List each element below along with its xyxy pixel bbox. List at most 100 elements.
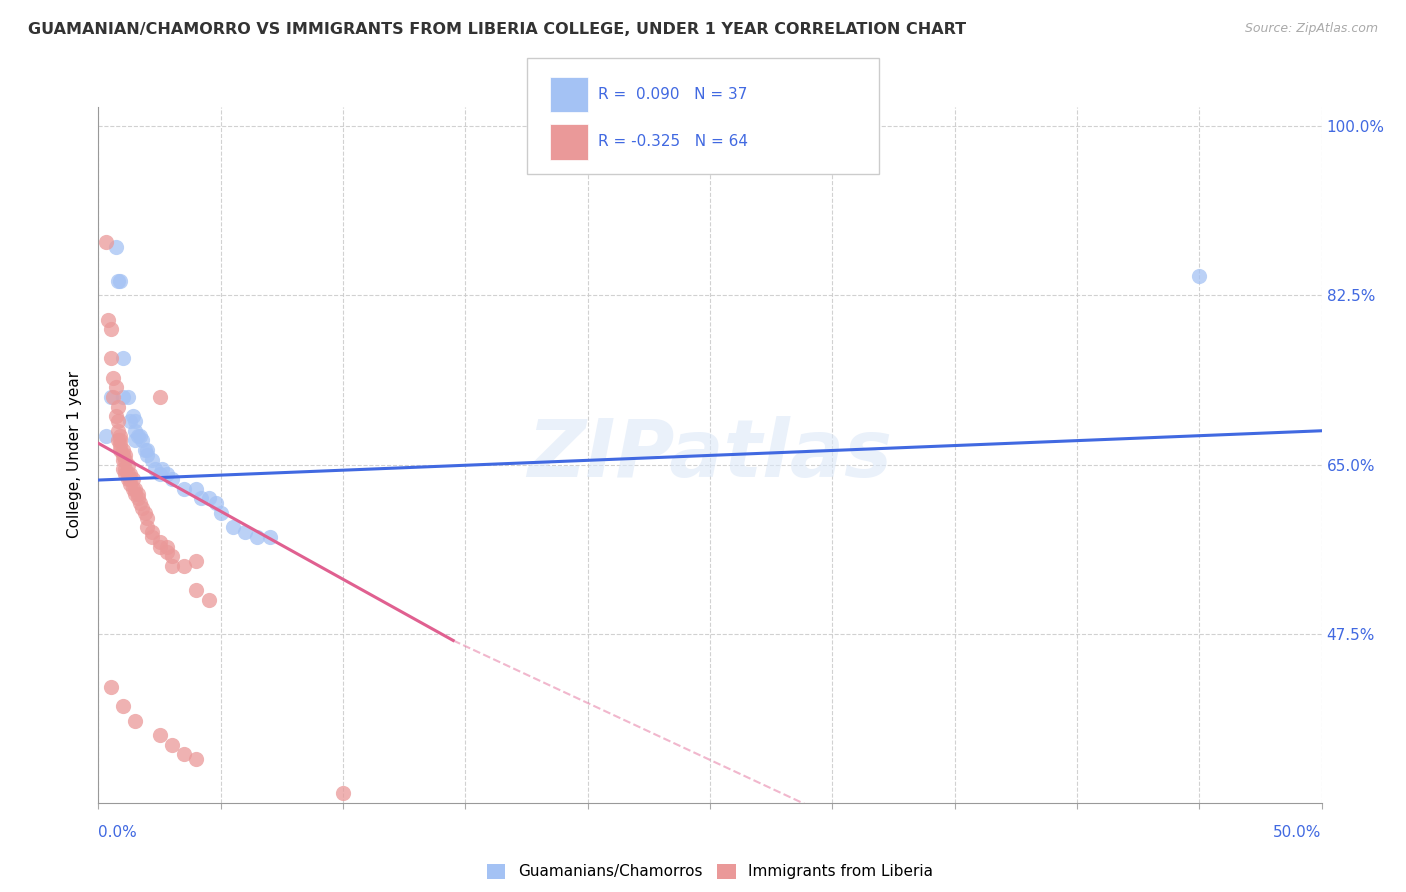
Point bbox=[127, 491, 149, 506]
Point bbox=[127, 486, 149, 500]
Point bbox=[1188, 269, 1211, 284]
Point bbox=[111, 448, 134, 462]
Point bbox=[143, 462, 166, 476]
Y-axis label: College, Under 1 year: College, Under 1 year bbox=[67, 371, 83, 539]
Point bbox=[127, 428, 149, 442]
Point bbox=[124, 714, 146, 728]
Point bbox=[150, 462, 173, 476]
Point bbox=[121, 409, 143, 424]
Point bbox=[149, 535, 172, 549]
Point bbox=[124, 424, 146, 438]
Point bbox=[259, 530, 281, 544]
Point bbox=[134, 443, 156, 458]
Point bbox=[332, 786, 354, 800]
Point bbox=[160, 559, 183, 574]
Point bbox=[101, 370, 124, 384]
Point bbox=[124, 486, 146, 500]
Point bbox=[121, 472, 143, 486]
Point bbox=[246, 530, 269, 544]
Point bbox=[186, 482, 208, 496]
Point bbox=[104, 409, 127, 424]
Point bbox=[124, 414, 146, 428]
Point bbox=[156, 467, 179, 482]
Text: ZIPatlas: ZIPatlas bbox=[527, 416, 893, 494]
Point bbox=[156, 540, 179, 554]
Point bbox=[111, 452, 134, 467]
Point bbox=[149, 540, 172, 554]
Point bbox=[114, 467, 136, 482]
Point bbox=[110, 434, 132, 448]
Point bbox=[149, 390, 172, 404]
Text: R = -0.325   N = 64: R = -0.325 N = 64 bbox=[598, 135, 748, 149]
Point bbox=[114, 448, 136, 462]
Point bbox=[129, 496, 152, 510]
Text: R =  0.090   N = 37: R = 0.090 N = 37 bbox=[598, 87, 747, 102]
Point bbox=[111, 443, 134, 458]
Text: Source: ZipAtlas.com: Source: ZipAtlas.com bbox=[1244, 22, 1378, 36]
Point bbox=[131, 501, 153, 516]
Point bbox=[94, 235, 117, 250]
Point bbox=[107, 434, 129, 448]
Point bbox=[134, 506, 156, 520]
Point bbox=[110, 443, 132, 458]
Point bbox=[141, 452, 163, 467]
Point bbox=[120, 414, 142, 428]
Point bbox=[111, 351, 134, 366]
Point bbox=[107, 274, 129, 288]
Point bbox=[197, 592, 219, 607]
Point bbox=[141, 525, 163, 540]
Text: 50.0%: 50.0% bbox=[1274, 825, 1322, 840]
Point bbox=[110, 428, 132, 442]
Point bbox=[209, 506, 232, 520]
Point bbox=[197, 491, 219, 506]
Point bbox=[114, 452, 136, 467]
Legend: Guamanians/Chamorros, Immigrants from Liberia: Guamanians/Chamorros, Immigrants from Li… bbox=[481, 857, 939, 886]
Text: 0.0%: 0.0% bbox=[98, 825, 138, 840]
Point bbox=[190, 491, 212, 506]
Point bbox=[117, 390, 139, 404]
Point bbox=[111, 699, 134, 714]
Point bbox=[117, 467, 139, 482]
Point bbox=[110, 438, 132, 452]
Point bbox=[114, 462, 136, 476]
Point bbox=[129, 428, 152, 442]
Point bbox=[222, 520, 245, 534]
Point bbox=[124, 434, 146, 448]
Point bbox=[156, 544, 179, 558]
Point bbox=[100, 680, 122, 694]
Point bbox=[94, 428, 117, 442]
Text: GUAMANIAN/CHAMORRO VS IMMIGRANTS FROM LIBERIA COLLEGE, UNDER 1 YEAR CORRELATION : GUAMANIAN/CHAMORRO VS IMMIGRANTS FROM LI… bbox=[28, 22, 966, 37]
Point bbox=[131, 434, 153, 448]
Point bbox=[107, 400, 129, 414]
Point bbox=[173, 482, 195, 496]
Point bbox=[101, 390, 124, 404]
Point bbox=[117, 458, 139, 472]
Point bbox=[149, 728, 172, 742]
Point bbox=[97, 312, 120, 326]
Point bbox=[186, 554, 208, 568]
Point bbox=[136, 448, 159, 462]
Point bbox=[111, 390, 134, 404]
Point bbox=[136, 443, 159, 458]
Point bbox=[110, 274, 132, 288]
Point bbox=[107, 414, 129, 428]
Point bbox=[186, 583, 208, 598]
Point bbox=[120, 467, 142, 482]
Point bbox=[120, 472, 142, 486]
Point bbox=[111, 462, 134, 476]
Point bbox=[104, 240, 127, 254]
Point bbox=[100, 390, 122, 404]
Point bbox=[173, 747, 195, 762]
Point bbox=[117, 472, 139, 486]
Point bbox=[160, 738, 183, 752]
Point bbox=[186, 752, 208, 766]
Point bbox=[141, 530, 163, 544]
Point bbox=[100, 351, 122, 366]
Point bbox=[160, 472, 183, 486]
Point bbox=[233, 525, 256, 540]
Point bbox=[124, 482, 146, 496]
Point bbox=[121, 482, 143, 496]
Point bbox=[107, 424, 129, 438]
Point bbox=[104, 380, 127, 394]
Point bbox=[136, 510, 159, 524]
